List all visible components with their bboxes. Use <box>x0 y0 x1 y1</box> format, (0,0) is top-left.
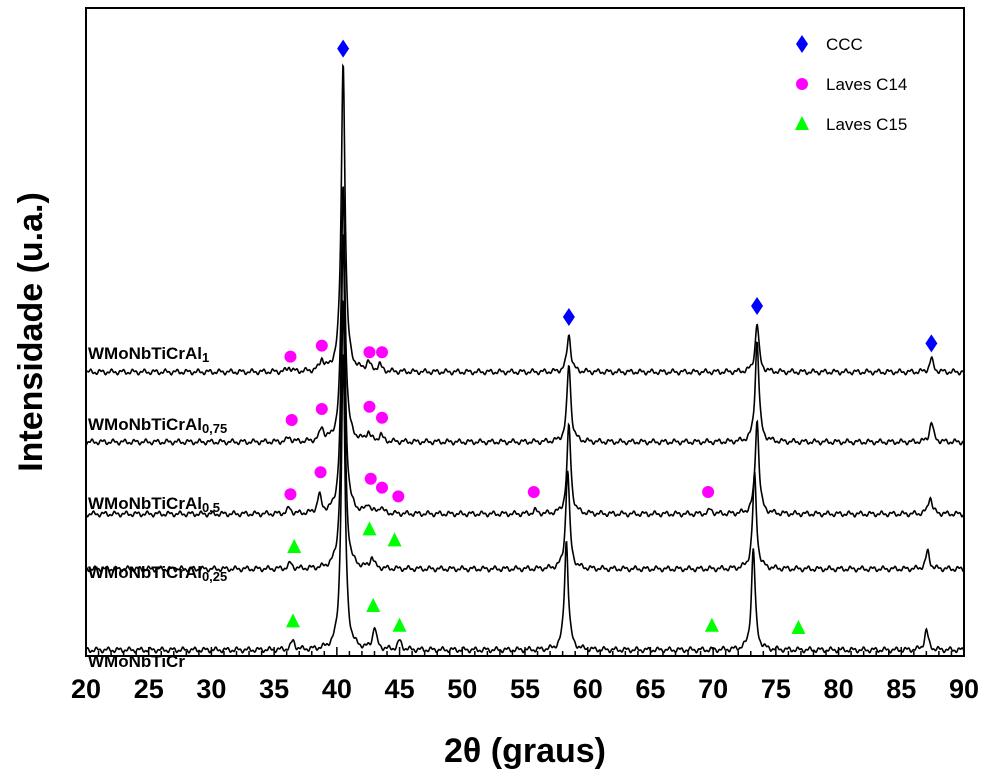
x-tick-label-13: 85 <box>886 674 916 704</box>
marker-c14-4-1 <box>315 339 328 352</box>
series-label-4: WMoNbTiCrAl1 <box>88 344 209 365</box>
marker-ccc-4-4 <box>337 39 350 58</box>
marker-c14-3-2 <box>363 400 376 413</box>
plot-frame <box>85 7 965 657</box>
marker-c14-2-3 <box>376 481 389 494</box>
series-label-main-1: WMoNbTiCrAl <box>88 563 202 582</box>
series-label-main-2: WMoNbTiCrAl <box>88 494 202 513</box>
series-label-sub-1: 0,25 <box>202 569 227 584</box>
x-tick-label-10: 70 <box>698 674 728 704</box>
marker-ccc-4-6 <box>751 297 764 315</box>
marker-c14-2-5 <box>527 486 540 498</box>
marker-c15-0-2 <box>392 617 407 632</box>
series-label-main-3: WMoNbTiCrAl <box>88 415 202 434</box>
x-tick-label-4: 40 <box>322 674 352 704</box>
marker-c15-0-0 <box>285 613 300 628</box>
marker-c14-2-0 <box>284 488 297 501</box>
series-label-sub-3: 0,75 <box>202 421 227 436</box>
marker-c14-4-0 <box>284 350 297 363</box>
x-tick-label-9: 65 <box>635 674 665 704</box>
marker-c14-2-6 <box>702 486 715 498</box>
legend-label-2: Laves C15 <box>826 115 907 134</box>
marker-c14-4-3 <box>376 346 389 359</box>
series-label-2: WMoNbTiCrAl0,5 <box>88 494 220 515</box>
x-tick-label-6: 50 <box>447 674 477 704</box>
x-tick-label-1: 25 <box>134 674 164 704</box>
legend-marker-0 <box>796 35 808 53</box>
x-tick-label-11: 75 <box>761 674 791 704</box>
y-axis-label: Intensidade (u.a.) <box>12 192 50 472</box>
marker-ccc-4-7 <box>925 334 938 353</box>
x-tick-label-7: 55 <box>510 674 540 704</box>
series-label-0: WMoNbTiCr <box>88 652 185 671</box>
x-tick-label-8: 60 <box>573 674 603 704</box>
series-label-main-4: WMoNbTiCrAl <box>88 344 202 363</box>
marker-c14-3-0 <box>285 414 298 426</box>
marker-c15-0-1 <box>366 598 381 612</box>
x-tick-label-3: 35 <box>259 674 289 704</box>
x-tick-label-12: 80 <box>824 674 854 704</box>
x-tick-label-14: 90 <box>949 674 979 704</box>
x-tick-label-5: 45 <box>385 674 415 704</box>
trace-1 <box>85 299 965 573</box>
x-tick-label-2: 30 <box>196 674 226 704</box>
legend-label-0: CCC <box>826 35 863 54</box>
x-axis-ticks: 20 25 30 35 40 45 50 55 60 65 70 75 80 85 90 <box>71 647 979 704</box>
series-label-3: WMoNbTiCrAl0,75 <box>88 415 227 436</box>
series-label-sub-2: 0,5 <box>202 500 220 515</box>
x-axis-label: 2θ (graus) <box>444 732 606 770</box>
legend: CCC Laves C14 Laves C15 <box>795 35 907 134</box>
series-label-main-0: WMoNbTiCr <box>88 652 185 671</box>
series-label-1: WMoNbTiCrAl0,25 <box>88 563 227 584</box>
marker-c14-3-3 <box>376 411 389 424</box>
trace-2 <box>85 233 965 518</box>
marker-c15-0-3 <box>704 617 719 632</box>
marker-c15-1-0 <box>287 539 302 553</box>
legend-marker-2 <box>795 116 809 130</box>
marker-c14-2-2 <box>364 472 377 485</box>
marker-c14-2-1 <box>314 466 327 479</box>
legend-label-1: Laves C14 <box>826 75 907 94</box>
series-labels: WMoNbTiCrWMoNbTiCrAl0,25WMoNbTiCrAl0,5WM… <box>88 344 227 671</box>
legend-marker-1 <box>796 78 808 90</box>
trace-4 <box>85 63 965 376</box>
trace-3 <box>85 186 965 446</box>
marker-c14-2-4 <box>392 490 405 503</box>
marker-c15-1-2 <box>387 532 402 547</box>
marker-c15-0-4 <box>791 620 806 634</box>
marker-c15-1-1 <box>362 521 377 536</box>
diffraction-traces <box>85 63 965 654</box>
series-label-sub-4: 1 <box>202 350 209 365</box>
marker-ccc-4-5 <box>562 308 575 326</box>
marker-c14-4-2 <box>363 346 376 359</box>
marker-c14-3-1 <box>315 403 328 415</box>
phase-markers <box>284 39 938 634</box>
x-tick-label-0: 20 <box>71 674 101 704</box>
